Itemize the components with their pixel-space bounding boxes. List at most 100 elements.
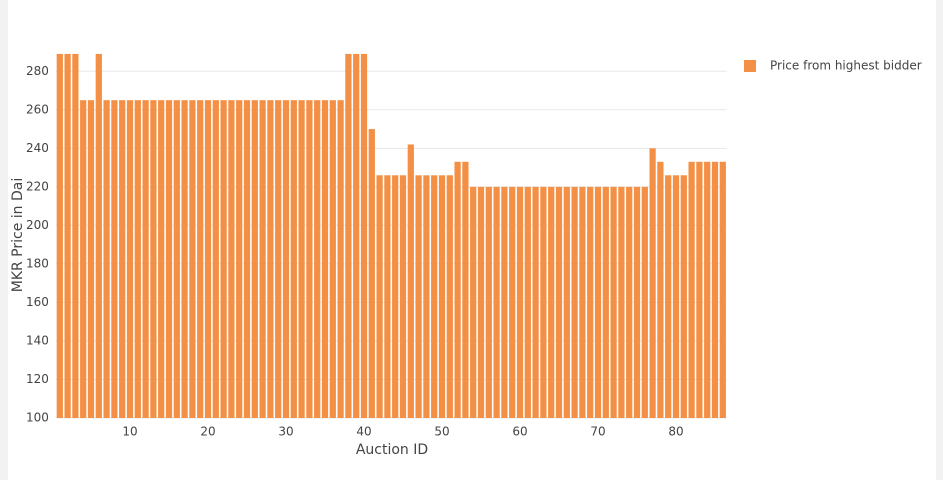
bar (407, 144, 414, 418)
bar (524, 186, 531, 418)
bar (618, 186, 625, 418)
bar (150, 100, 157, 418)
y-tick-label: 160 (26, 295, 49, 309)
bar (173, 100, 180, 418)
bar (134, 100, 141, 418)
bar (142, 100, 149, 418)
bar (696, 161, 703, 419)
y-tick-label: 280 (26, 64, 49, 78)
bar (719, 161, 726, 419)
bar (212, 100, 219, 418)
bar (641, 186, 648, 418)
bar (454, 161, 461, 419)
bar (415, 175, 422, 418)
x-tick-label: 80 (668, 425, 683, 439)
bar (399, 175, 407, 418)
bar (587, 186, 594, 418)
bar (446, 175, 453, 418)
y-tick-label: 240 (26, 141, 49, 155)
y-tick-label: 200 (26, 218, 49, 232)
bar (80, 100, 87, 418)
bar (95, 53, 102, 418)
x-tick-label: 70 (590, 425, 605, 439)
bar (267, 100, 274, 418)
bar (602, 186, 609, 418)
bar (181, 100, 188, 418)
bar (197, 100, 204, 418)
bar (540, 186, 547, 418)
bar (633, 186, 641, 418)
legend-swatch (744, 60, 756, 72)
x-tick-label: 40 (356, 425, 371, 439)
bar (438, 175, 446, 418)
bar (665, 175, 672, 418)
bar (579, 186, 586, 418)
y-tick-label: 140 (26, 333, 49, 347)
bar (368, 129, 375, 419)
bar (228, 100, 235, 418)
y-tick-label: 220 (26, 179, 49, 193)
y-axis-title: MKR Price in Dai (10, 178, 26, 293)
bar (688, 161, 695, 419)
bar (236, 100, 243, 418)
bar (384, 175, 391, 418)
bar (72, 53, 79, 418)
y-tick-label: 260 (26, 102, 49, 116)
bar (493, 186, 500, 418)
bar (119, 100, 126, 418)
bar (649, 148, 656, 418)
x-tick-label: 60 (512, 425, 527, 439)
bar (657, 161, 664, 419)
bar (501, 186, 508, 418)
y-tick-label: 100 (26, 411, 49, 425)
bar (509, 186, 516, 418)
bar (126, 100, 134, 418)
bar (594, 186, 602, 418)
x-axis-title: Auction ID (356, 442, 428, 458)
bar (243, 100, 251, 418)
x-tick-label: 50 (434, 425, 449, 439)
bar (477, 186, 485, 418)
bar (423, 175, 430, 418)
bar (431, 175, 438, 418)
bar (189, 100, 196, 418)
bar (56, 53, 63, 418)
bar (555, 186, 563, 418)
bar (485, 186, 492, 418)
bar (345, 53, 352, 418)
bar (470, 186, 477, 418)
x-tick-label: 30 (278, 425, 293, 439)
bar (329, 100, 336, 418)
bar (571, 186, 578, 418)
bar (87, 100, 95, 418)
y-tick-label: 120 (26, 372, 49, 386)
bar (298, 100, 305, 418)
bar (672, 175, 680, 418)
bar (680, 175, 687, 418)
bar (111, 100, 118, 418)
bar (314, 100, 321, 418)
bar (563, 186, 570, 418)
bar (251, 100, 258, 418)
bar (64, 53, 71, 418)
bar (306, 100, 313, 418)
bar (360, 53, 368, 418)
bar (259, 100, 266, 418)
bar (158, 100, 165, 418)
bar (337, 100, 344, 418)
bar (392, 175, 399, 418)
x-tick-label: 10 (122, 425, 137, 439)
bar (532, 186, 539, 418)
bar (204, 100, 212, 418)
bar (711, 161, 719, 419)
bar (462, 161, 469, 419)
legend-label: Price from highest bidder (770, 59, 922, 73)
bar (290, 100, 297, 418)
bar (103, 100, 110, 418)
bar (282, 100, 290, 418)
bar (376, 175, 383, 418)
y-tick-label: 180 (26, 256, 49, 270)
bar (516, 186, 524, 418)
bar (220, 100, 227, 418)
